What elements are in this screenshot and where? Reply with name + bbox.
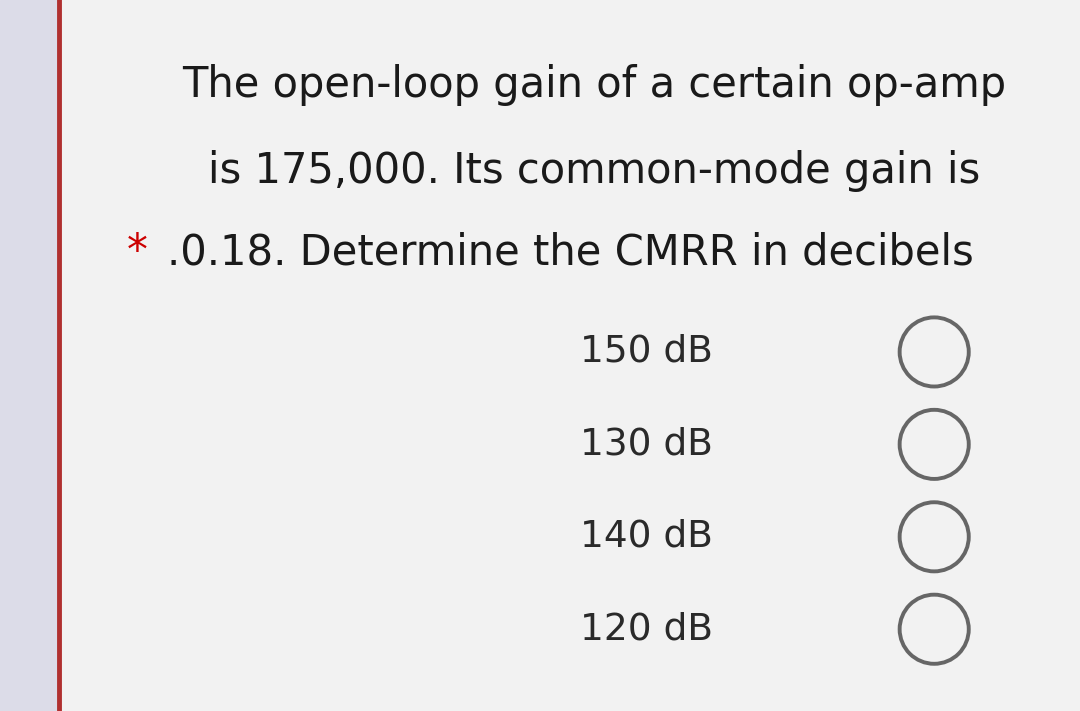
Text: 140 dB: 140 dB — [580, 519, 713, 555]
Text: 120 dB: 120 dB — [580, 611, 713, 647]
Text: The open-loop gain of a certain op-amp: The open-loop gain of a certain op-amp — [181, 64, 1007, 107]
Text: 150 dB: 150 dB — [580, 334, 713, 370]
Text: *: * — [127, 231, 162, 274]
Text: .0.18. Determine the CMRR in decibels: .0.18. Determine the CMRR in decibels — [167, 231, 974, 274]
Bar — [0, 0, 59, 711]
Text: 130 dB: 130 dB — [580, 427, 713, 462]
Text: is 175,000. Its common-mode gain is: is 175,000. Its common-mode gain is — [207, 149, 981, 192]
